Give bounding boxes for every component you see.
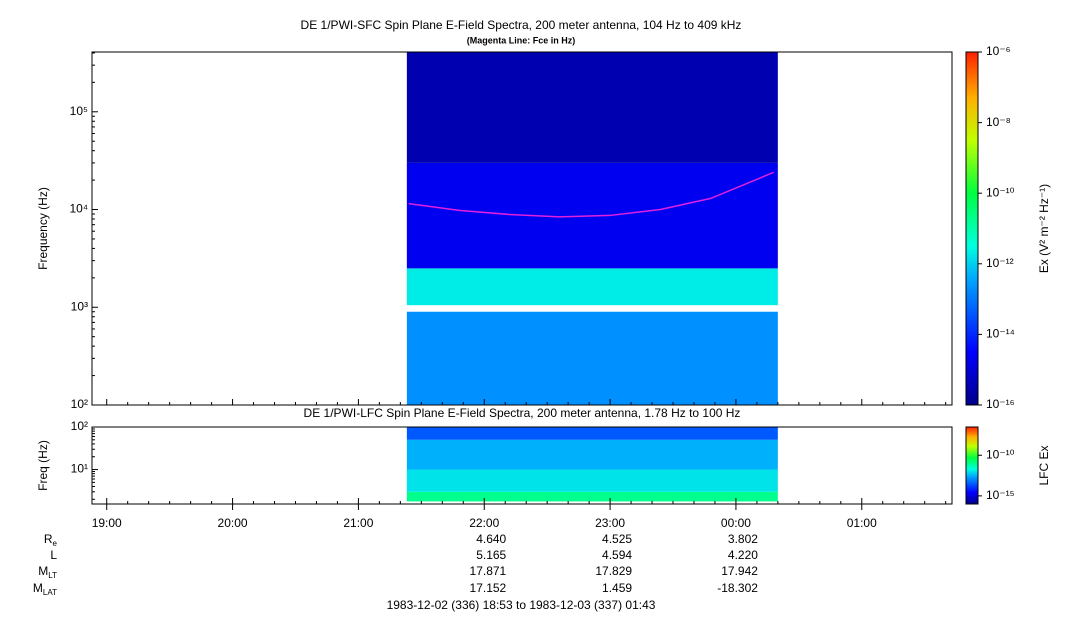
chart-title: DE 1/PWI-SFC Spin Plane E-Field Spectra,…: [301, 18, 742, 32]
colorbar-tick-label: 10⁻¹⁵: [986, 488, 1015, 502]
ephemeris-value: 4.525: [602, 532, 632, 546]
y-axis-label: Frequency (Hz): [36, 187, 50, 270]
colorbar-tick-label: 10⁻⁶: [986, 44, 1011, 58]
spectrogram-band: [406, 52, 778, 163]
ephemeris-subscript: LAT: [43, 588, 57, 597]
colorbar: [965, 426, 979, 505]
x-tick-label: 21:00: [343, 516, 373, 530]
ephemeris-value: -18.302: [717, 581, 758, 595]
colorbar-tick-label: 10⁻¹⁶: [986, 397, 1015, 411]
x-tick-label: 23:00: [595, 516, 625, 530]
ephemeris-label: L: [50, 548, 57, 562]
colorbar-tick-label: 10⁻¹⁰: [986, 447, 1015, 461]
ephemeris-value: 1.459: [602, 581, 632, 595]
ephemeris-subscript: LT: [48, 571, 57, 580]
y-tick-label: 10²: [71, 397, 88, 411]
x-tick-label: 22:00: [469, 516, 499, 530]
ephemeris-subscript: e: [53, 539, 58, 548]
ephemeris-value: 5.165: [476, 548, 506, 562]
plot-frame: [91, 426, 953, 505]
colorbar-label: LFC Ex: [1037, 445, 1051, 485]
spectrogram-band: [406, 469, 778, 492]
ephemeris-value: 17.871: [470, 564, 507, 578]
x-tick-label: 00:00: [721, 516, 751, 530]
fce-line: [408, 171, 774, 218]
y-tick-label: 10²: [71, 419, 88, 433]
ephemeris-value: 4.594: [602, 548, 632, 562]
colorbar-tick-label: 10⁻⁸: [986, 115, 1011, 129]
y-tick-label: 10⁴: [69, 202, 88, 216]
colorbar-tick-label: 10⁻¹⁴: [986, 327, 1015, 341]
colorbar-tick-label: 10⁻¹⁰: [986, 185, 1015, 199]
ephemeris-name: M: [38, 564, 48, 578]
ephemeris-name: R: [44, 532, 53, 546]
footer: 1983-12-02 (336) 18:53 to 1983-12-03 (33…: [387, 598, 656, 612]
ephemeris-label: MLAT: [33, 581, 57, 597]
ephemeris-value: 17.942: [721, 564, 758, 578]
colorbar: [965, 51, 979, 406]
spectrogram-band: [406, 439, 778, 470]
panel-title: DE 1/PWI-LFC Spin Plane E-Field Spectra,…: [304, 406, 741, 420]
ephemeris-value: 4.220: [728, 548, 758, 562]
y-axis-label: Freq (Hz): [36, 440, 50, 491]
ephemeris-value: 17.152: [470, 581, 507, 595]
ephemeris-name: M: [33, 581, 43, 595]
colorbar-tick-label: 10⁻¹²: [986, 256, 1014, 270]
ephemeris-name: L: [50, 548, 57, 562]
plot-frame: [91, 51, 953, 406]
ephemeris-label: MLT: [38, 564, 57, 580]
spectrogram-band: [406, 268, 778, 306]
spectrogram-band: [406, 491, 778, 502]
spectrogram-band: [406, 427, 778, 440]
spectrogram-band: [406, 311, 778, 405]
x-tick-label: 19:00: [92, 516, 122, 530]
x-tick-label: 20:00: [218, 516, 248, 530]
y-tick-label: 10³: [71, 299, 88, 313]
ephemeris-value: 4.640: [476, 532, 506, 546]
colorbar-label: Ex (V² m⁻² Hz⁻¹): [1037, 184, 1051, 273]
x-tick-label: 01:00: [847, 516, 877, 530]
ephemeris-label: Re: [44, 532, 58, 548]
y-tick-label: 10¹: [71, 462, 88, 476]
y-tick-label: 10⁵: [70, 104, 88, 118]
ephemeris-value: 3.802: [728, 532, 758, 546]
chart-subtitle: (Magenta Line: Fce in Hz): [467, 35, 576, 45]
ephemeris-value: 17.829: [595, 564, 632, 578]
